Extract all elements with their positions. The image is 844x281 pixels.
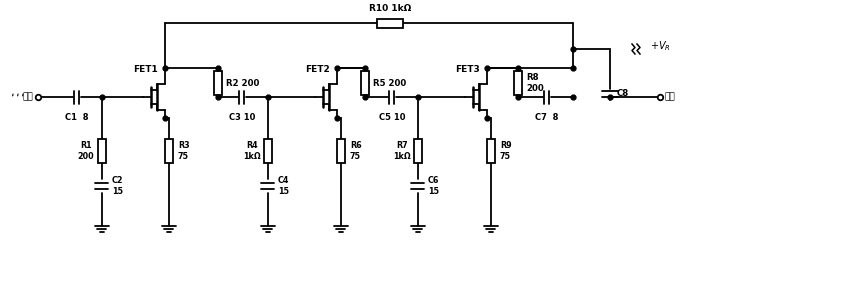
Text: C8: C8 <box>617 90 630 99</box>
Text: FET1: FET1 <box>133 65 159 74</box>
Bar <box>377 19 403 28</box>
Text: C3 10: C3 10 <box>229 113 255 122</box>
Text: $+V_R$: $+V_R$ <box>650 39 671 53</box>
Bar <box>214 71 222 95</box>
Text: C4
15: C4 15 <box>278 176 289 196</box>
Text: R5 200: R5 200 <box>373 78 406 87</box>
Bar <box>264 139 272 163</box>
Text: R9
75: R9 75 <box>500 141 511 161</box>
Text: R2 200: R2 200 <box>226 78 259 87</box>
Text: FET2: FET2 <box>306 65 330 74</box>
Text: R6
75: R6 75 <box>350 141 361 161</box>
Bar <box>361 71 369 95</box>
Text: FET3: FET3 <box>456 65 480 74</box>
Bar <box>165 139 173 163</box>
Text: C6
15: C6 15 <box>428 176 440 196</box>
Text: C7  8: C7 8 <box>535 113 559 122</box>
Text: R4
1kΩ: R4 1kΩ <box>243 141 261 161</box>
Bar <box>487 139 495 163</box>
Bar <box>337 139 345 163</box>
Text: R7
1kΩ: R7 1kΩ <box>393 141 411 161</box>
Text: R1
200: R1 200 <box>78 141 95 161</box>
Text: R10 1kΩ: R10 1kΩ <box>369 4 411 13</box>
Text: C1  8: C1 8 <box>65 113 89 122</box>
Bar <box>414 139 422 163</box>
Bar <box>98 139 106 163</box>
Text: C5 10: C5 10 <box>379 113 405 122</box>
Text: C2
15: C2 15 <box>112 176 123 196</box>
Text: 输入: 输入 <box>22 92 33 101</box>
Bar <box>514 71 522 95</box>
Text: R8
200: R8 200 <box>526 73 544 93</box>
Text: R3
75: R3 75 <box>178 141 190 161</box>
Text: 输出: 输出 <box>665 92 676 101</box>
